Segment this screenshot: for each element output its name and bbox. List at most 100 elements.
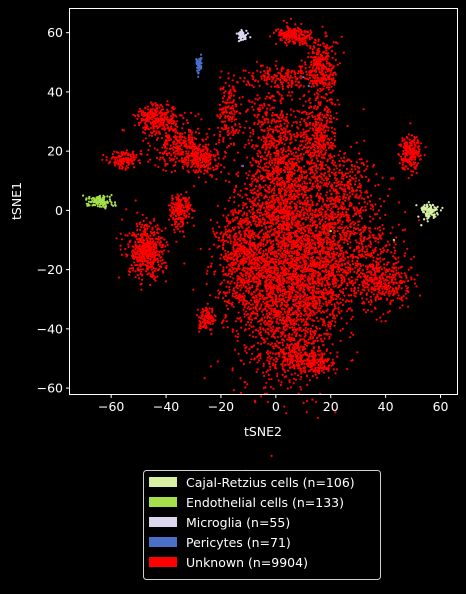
- data-point: [356, 270, 360, 273]
- data-point: [229, 282, 232, 285]
- data-point: [231, 369, 234, 372]
- data-point: [279, 290, 282, 293]
- data-point: [290, 165, 293, 168]
- data-point: [253, 238, 256, 241]
- data-point: [311, 300, 314, 303]
- data-point: [245, 206, 248, 209]
- data-point: [263, 374, 266, 378]
- data-point: [326, 292, 330, 295]
- data-point: [369, 303, 372, 306]
- data-point: [331, 291, 334, 294]
- data-point: [287, 307, 290, 310]
- data-point: [288, 229, 291, 232]
- data-point: [233, 196, 236, 199]
- data-point: [283, 247, 287, 250]
- data-point: [277, 346, 280, 349]
- data-point: [292, 121, 295, 124]
- data-point: [302, 153, 305, 156]
- data-point: [283, 272, 286, 276]
- data-point: [315, 400, 318, 403]
- data-point: [297, 133, 300, 137]
- data-point: [247, 291, 250, 294]
- data-point: [320, 205, 323, 208]
- data-point: [292, 133, 295, 136]
- data-point: [241, 237, 244, 240]
- data-point: [315, 195, 318, 198]
- data-point: [333, 324, 336, 327]
- data-point: [365, 250, 369, 253]
- data-point: [305, 323, 308, 326]
- data-point: [326, 279, 329, 282]
- data-point: [283, 405, 286, 408]
- data-point: [255, 253, 258, 256]
- data-point: [329, 327, 332, 330]
- data-point: [318, 304, 321, 307]
- data-point: [283, 189, 286, 192]
- data-point: [248, 280, 251, 283]
- data-point: [219, 290, 222, 294]
- data-point: [381, 287, 384, 290]
- data-point: [291, 257, 294, 260]
- data-point: [282, 233, 285, 237]
- data-point: [261, 201, 264, 204]
- data-point: [340, 284, 343, 287]
- data-point: [236, 335, 239, 339]
- data-point: [217, 296, 220, 299]
- data-point: [272, 276, 275, 279]
- data-point: [276, 231, 279, 234]
- data-point: [300, 388, 303, 391]
- data-point: [251, 312, 254, 315]
- data-point: [283, 288, 286, 291]
- data-point: [256, 313, 259, 317]
- data-point: [264, 209, 267, 212]
- data-point: [333, 154, 336, 158]
- data-point: [321, 263, 324, 267]
- data-point: [285, 305, 288, 308]
- data-point: [216, 204, 219, 207]
- data-point: [271, 175, 274, 178]
- data-point: [242, 283, 245, 286]
- data-point: [225, 320, 228, 323]
- data-point: [266, 275, 269, 278]
- data-point: [334, 284, 337, 287]
- data-point: [305, 185, 308, 188]
- data-point: [318, 327, 321, 330]
- data-point: [322, 311, 326, 314]
- data-point: [253, 399, 256, 402]
- data-point: [299, 293, 302, 296]
- data-point: [308, 248, 311, 251]
- data-point: [299, 131, 302, 134]
- data-point: [382, 227, 385, 230]
- data-point: [295, 319, 298, 323]
- data-point: [268, 292, 271, 295]
- data-point: [293, 256, 296, 259]
- data-point: [224, 228, 227, 231]
- data-point: [329, 313, 332, 316]
- data-point: [324, 284, 327, 287]
- data-point: [304, 334, 307, 337]
- data-point: [300, 320, 303, 323]
- data-point: [256, 309, 259, 312]
- data-point: [309, 327, 312, 330]
- data-point: [344, 287, 348, 290]
- data-point: [326, 290, 329, 293]
- data-point: [346, 261, 349, 264]
- data-point: [282, 262, 285, 265]
- data-point: [294, 328, 297, 331]
- data-point: [253, 216, 256, 220]
- data-point: [212, 243, 216, 246]
- data-point: [304, 218, 308, 221]
- data-point: [357, 286, 360, 290]
- data-point: [251, 293, 254, 296]
- data-point: [312, 247, 315, 250]
- data-point: [221, 246, 225, 249]
- data-point: [251, 180, 254, 183]
- data-point: [311, 330, 314, 333]
- data-point: [288, 292, 291, 296]
- data-point: [315, 264, 318, 267]
- data-point: [242, 299, 245, 302]
- data-point: [266, 400, 269, 404]
- data-point: [268, 188, 271, 191]
- data-point: [267, 342, 270, 345]
- data-point: [256, 263, 259, 266]
